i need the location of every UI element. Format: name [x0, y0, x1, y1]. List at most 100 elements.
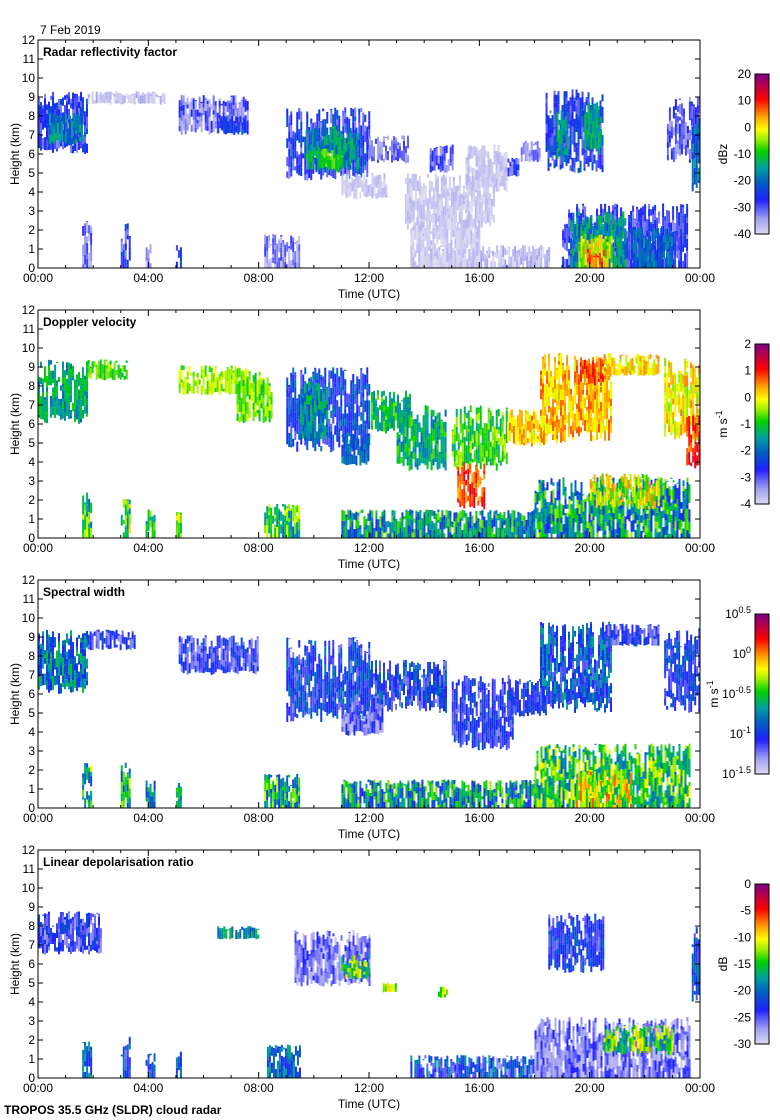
data-cell: [412, 249, 415, 257]
data-cell: [381, 154, 383, 161]
data-cell: [594, 228, 597, 241]
colorbar-cell: [755, 78, 769, 81]
data-cell: [305, 129, 308, 135]
data-cell: [684, 235, 687, 248]
data-cell: [346, 120, 349, 125]
data-cell: [200, 365, 203, 370]
data-cell: [228, 382, 231, 395]
data-cell: [696, 105, 699, 114]
data-cell: [441, 164, 444, 171]
data-cell: [468, 248, 471, 257]
data-cell: [339, 151, 342, 156]
data-cell: [270, 529, 273, 538]
data-cell: [366, 161, 369, 174]
data-cell: [282, 514, 285, 521]
data-cell: [40, 133, 42, 146]
data-cell: [582, 203, 585, 206]
data-cell: [153, 92, 156, 105]
data-cell: [341, 175, 344, 180]
data-cell: [288, 246, 291, 249]
data-cell: [379, 405, 381, 411]
data-cell: [454, 211, 457, 220]
data-cell: [492, 250, 495, 257]
data-cell: [64, 95, 66, 100]
data-cell: [676, 206, 679, 211]
data-cell: [522, 245, 525, 256]
data-cell: [592, 114, 595, 121]
data-cell: [577, 107, 580, 117]
data-cell: [676, 210, 679, 219]
data-cell: [126, 499, 129, 512]
data-cell: [79, 124, 82, 132]
data-cell: [73, 140, 76, 145]
data-cell: [352, 393, 355, 403]
data-cell: [244, 98, 247, 101]
colorbar-cell: [755, 204, 769, 207]
data-cell: [444, 178, 447, 185]
data-cell: [87, 98, 90, 105]
data-cell: [644, 221, 647, 226]
data-cell: [180, 120, 183, 131]
data-cell: [82, 494, 85, 496]
data-cell: [272, 238, 275, 243]
data-cell: [280, 247, 283, 254]
data-cell: [304, 153, 307, 166]
colorbar-cell: [755, 110, 769, 113]
data-cell: [424, 251, 427, 257]
data-cell: [48, 147, 50, 150]
data-cell: [280, 235, 283, 237]
data-cell: [587, 92, 590, 94]
data-cell: [448, 214, 451, 219]
data-cell: [432, 238, 435, 251]
data-cell: [358, 379, 361, 390]
data-cell: [471, 175, 474, 179]
data-cell: [65, 113, 68, 118]
data-cell: [624, 247, 627, 260]
data-cell: [456, 222, 459, 228]
data-cell: [278, 510, 281, 521]
data-cell: [485, 444, 488, 451]
data-cell: [483, 442, 486, 446]
colorbar-cell: [755, 142, 769, 145]
data-cell: [490, 198, 493, 206]
data-cell: [505, 167, 508, 173]
data-cell: [397, 142, 399, 146]
data-cell: [82, 228, 85, 236]
data-cell: [644, 204, 647, 215]
data-cell: [204, 122, 207, 131]
data-cell: [653, 241, 656, 246]
data-cell: [40, 361, 42, 368]
data-cell: [564, 130, 567, 141]
data-cell: [329, 156, 332, 160]
data-cell: [682, 207, 685, 216]
data-cell: [101, 364, 104, 374]
data-cell: [522, 261, 525, 268]
data-cell: [368, 129, 371, 141]
data-cell: [566, 144, 569, 149]
data-cell: [385, 419, 387, 431]
data-cell: [389, 412, 391, 424]
data-cell: [426, 239, 429, 247]
data-cell: [296, 262, 299, 268]
data-cell: [682, 108, 685, 117]
data-cell: [642, 210, 645, 216]
data-cell: [430, 181, 433, 184]
data-cell: [318, 141, 321, 151]
data-cell: [472, 202, 475, 206]
data-cell: [78, 410, 80, 418]
data-cell: [212, 110, 215, 115]
data-cell: [588, 228, 591, 239]
data-cell: [304, 426, 307, 437]
data-cell: [442, 238, 445, 248]
data-cell: [586, 139, 589, 147]
data-cell: [310, 425, 313, 434]
data-cell: [452, 215, 455, 221]
data-cell: [353, 451, 356, 456]
data-cell: [107, 91, 110, 99]
data-cell: [290, 168, 293, 173]
data-cell: [292, 397, 295, 407]
data-cell: [668, 112, 671, 121]
colorbar-cell: [755, 168, 769, 171]
data-cell: [398, 437, 401, 443]
data-cell: [512, 260, 515, 268]
